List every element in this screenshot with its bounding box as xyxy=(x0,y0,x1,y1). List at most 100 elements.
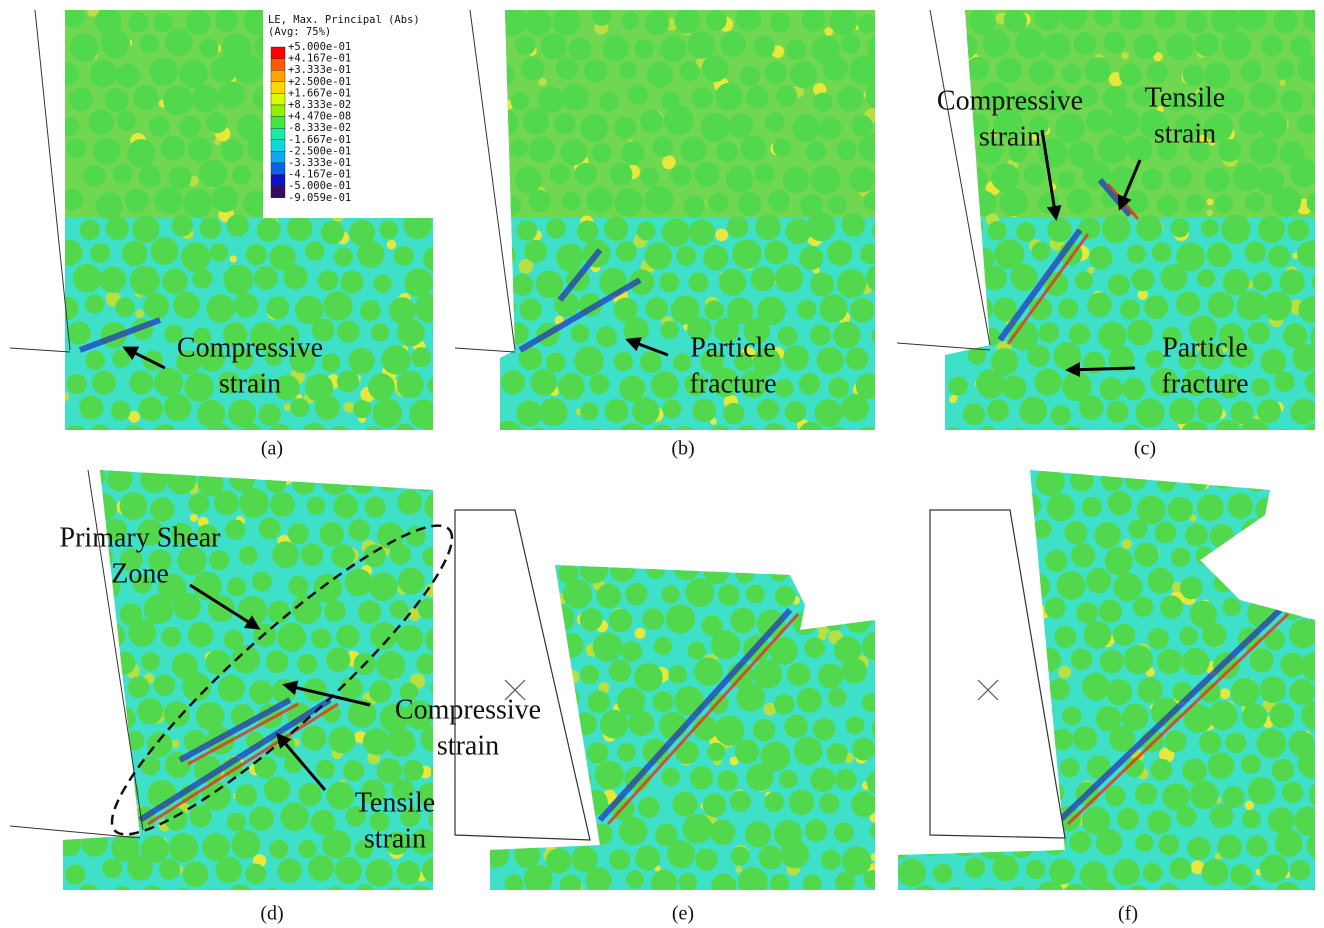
particle xyxy=(945,188,973,216)
particle xyxy=(69,805,94,830)
particle xyxy=(494,296,516,318)
particle xyxy=(272,541,299,568)
particle xyxy=(334,247,353,266)
particle xyxy=(644,185,673,214)
particle xyxy=(278,858,302,882)
particle xyxy=(560,874,582,896)
particle xyxy=(561,139,588,166)
particle xyxy=(903,621,932,650)
particle xyxy=(619,376,645,402)
particle xyxy=(397,371,424,398)
material xyxy=(935,3,1324,456)
yellow-spot xyxy=(495,313,505,323)
particle xyxy=(764,61,787,84)
particle xyxy=(817,347,844,374)
particle xyxy=(580,665,599,684)
particle xyxy=(197,400,225,428)
particle xyxy=(79,395,103,419)
yellow-spot xyxy=(842,555,855,568)
legend-swatch xyxy=(271,140,285,152)
particle xyxy=(90,243,110,263)
annotation: strain xyxy=(437,730,499,761)
particle xyxy=(179,60,208,89)
particle xyxy=(947,887,966,906)
particle xyxy=(1182,648,1209,675)
particle xyxy=(614,188,642,216)
particle xyxy=(815,399,843,427)
particle xyxy=(609,609,633,633)
particle xyxy=(1237,291,1266,320)
particle xyxy=(337,370,359,392)
particle xyxy=(1292,344,1320,372)
particle xyxy=(829,7,857,35)
particle xyxy=(384,887,408,911)
particle xyxy=(956,213,983,240)
particle xyxy=(740,136,766,162)
particle xyxy=(619,817,647,845)
particle xyxy=(1148,568,1174,594)
particle xyxy=(914,465,937,488)
particle xyxy=(235,784,257,806)
particle xyxy=(264,776,290,802)
legend-label: +1.667e-01 xyxy=(288,87,351,99)
particle xyxy=(946,133,976,163)
annotation: Primary Shear xyxy=(60,522,222,553)
particle xyxy=(422,547,441,566)
particle xyxy=(227,813,246,832)
particle xyxy=(799,373,820,394)
particle xyxy=(1071,543,1095,567)
particle xyxy=(183,189,212,218)
particle xyxy=(326,426,354,454)
particle xyxy=(841,658,867,684)
particle xyxy=(746,584,765,603)
legend: LE, Max. Principal (Abs)(Avg: 75%)+5.000… xyxy=(263,10,433,218)
particle xyxy=(1098,134,1128,164)
particle xyxy=(377,466,402,491)
particle xyxy=(1122,378,1145,401)
particle xyxy=(1240,419,1270,449)
particle xyxy=(769,562,789,582)
particle xyxy=(1050,405,1070,425)
particle xyxy=(1245,192,1265,212)
particle xyxy=(403,760,424,781)
particle xyxy=(1094,522,1121,549)
particle xyxy=(1051,729,1073,751)
particle xyxy=(896,543,924,571)
particle xyxy=(511,274,533,296)
particle xyxy=(1148,628,1169,649)
yellow-spot xyxy=(895,611,902,618)
particle xyxy=(223,265,253,295)
particle xyxy=(684,196,706,218)
particle xyxy=(886,650,912,676)
particle xyxy=(1185,524,1208,547)
particle xyxy=(588,691,610,713)
particle xyxy=(877,399,900,422)
particle xyxy=(1241,754,1261,774)
annotation: Compressive xyxy=(937,85,1083,116)
particle xyxy=(1060,3,1087,30)
legend-label: +3.333e-01 xyxy=(288,64,351,76)
particle xyxy=(682,814,712,844)
particle xyxy=(870,822,889,841)
particle xyxy=(1303,424,1322,443)
particle xyxy=(715,716,745,746)
particle xyxy=(88,425,112,449)
particle xyxy=(57,778,80,801)
annotation: Tensile xyxy=(1145,82,1225,113)
particle xyxy=(73,264,102,293)
particle xyxy=(556,243,584,271)
particle xyxy=(1170,219,1189,238)
particle xyxy=(1104,31,1126,53)
panel xyxy=(897,3,1324,456)
particle xyxy=(589,374,609,394)
particle xyxy=(363,426,383,446)
yellow-spot xyxy=(122,815,129,822)
particle xyxy=(1157,649,1182,674)
particle xyxy=(802,584,826,608)
particle xyxy=(1076,602,1098,624)
particle xyxy=(538,86,565,113)
particle xyxy=(852,738,875,761)
particle xyxy=(331,544,355,568)
particle xyxy=(784,715,807,738)
particle xyxy=(1113,859,1140,886)
